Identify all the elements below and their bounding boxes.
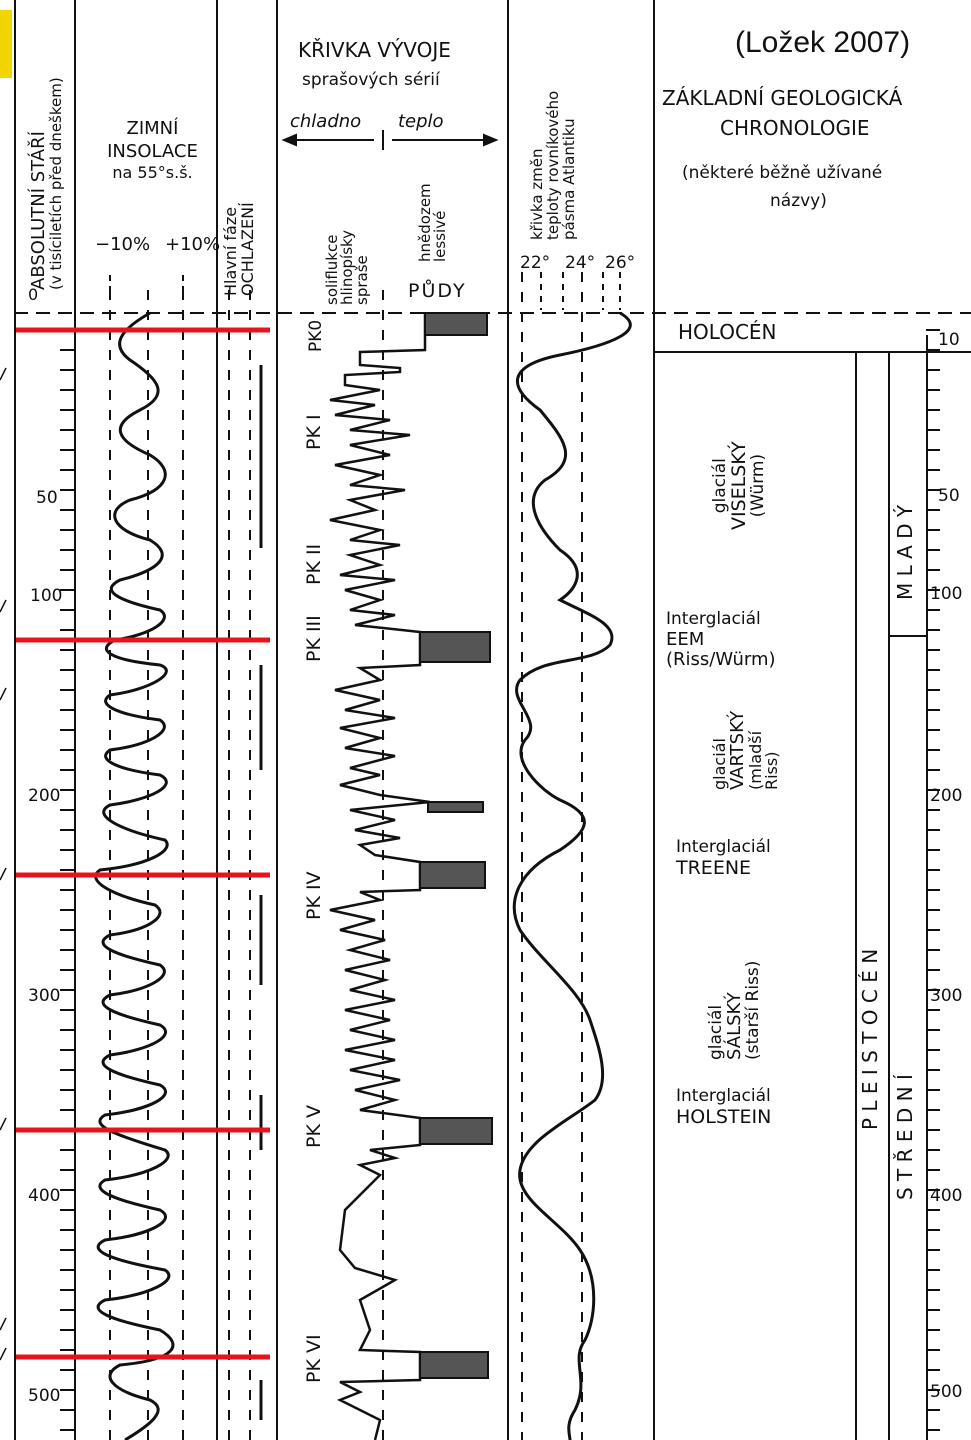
pleistocene-label: P L E I S T O C É N (858, 948, 882, 1130)
age-header: ABSOLUTNÍ STÁŘÍ (v tisíciletích před dne… (28, 77, 65, 290)
col-sep-5 (653, 0, 655, 1440)
visel-2: VISELSKÝ (727, 441, 750, 530)
temp-scale-24: 24° (565, 253, 596, 273)
yellow-tab (0, 10, 12, 78)
col-sep-sub (888, 352, 890, 1440)
pk-label-0: PK0 (306, 319, 326, 352)
col-sep-6 (926, 335, 928, 1440)
age-tick-100: 100 (30, 586, 63, 606)
right-tick-200: 200 (930, 786, 963, 806)
eem-2: EEM (666, 628, 705, 650)
insolation-curve (94, 311, 175, 1440)
age-zero: 0 (28, 285, 39, 304)
loess-curve (329, 313, 431, 1440)
vart-4: Riss) (762, 751, 782, 790)
col-sep-2 (216, 0, 218, 1440)
red-markers (16, 327, 270, 1360)
pk-label-4: PK IV (303, 871, 325, 920)
source-label: (Ložek 2007) (735, 26, 911, 59)
temperature-curve (512, 311, 632, 1440)
holstein-2: HOLSTEIN (676, 1105, 772, 1128)
holstein-label: Interglaciál HOLSTEIN (676, 1086, 772, 1128)
eem-label: Interglaciál EEM (Riss/Würm) (666, 609, 776, 671)
geo-title-1: ZÁKLADNÍ GEOLOGICKÁ (662, 86, 903, 110)
loess-sub-left-3: spraše (353, 255, 371, 305)
visel-3: (Würm) (747, 453, 768, 518)
loess-title-1: KŘIVKA VÝVOJE (298, 38, 451, 62)
insolation-title: ZIMNÍ INSOLACE na 55°s.š. (90, 118, 215, 183)
pk-label-6: PK VI (303, 1334, 325, 1383)
left-edge (14, 0, 16, 1440)
insolation-title-3: na 55°s.š. (112, 163, 193, 182)
sal-2: SÁLSKÝ (723, 992, 745, 1060)
holocene-label: HOLOCÉN (678, 320, 777, 344)
insolation-title-1: ZIMNÍ (126, 118, 179, 139)
insolation-scale-minus: −10% (95, 234, 151, 255)
cooling-header: Hlavní fáze OCHLAZENÍ (221, 202, 257, 296)
temp-scale-26: 26° (605, 253, 636, 273)
age-tick-300: 300 (28, 986, 61, 1006)
pk-label-5: PK V (303, 1105, 325, 1148)
loess-cold: chladno (290, 111, 362, 132)
treene-2: TREENE (676, 856, 752, 879)
visel-label: glaciál VISELSKÝ (Würm) (710, 441, 768, 530)
geo-note-1: (některé běžně užívané (682, 163, 883, 183)
eem-3: (Riss/Würm) (666, 649, 776, 671)
col-sep-pleist (855, 352, 857, 1440)
sal-label: glaciál SÁLSKÝ (starší Riss) (706, 960, 763, 1060)
col-sep-3 (276, 0, 278, 1440)
soils-label: PŮDY (408, 280, 467, 302)
right-tick-400: 400 (930, 1186, 963, 1206)
col-sep-1 (74, 0, 76, 1440)
middle-label: S T Ř E D N Í (893, 1074, 917, 1200)
young-label: M L A D Ý (893, 504, 917, 600)
age-tick-400: 400 (28, 1186, 61, 1206)
cooling-title-2: OCHLAZENÍ (237, 202, 257, 296)
age-tick-50: 50 (36, 488, 58, 508)
col-sep-4 (507, 0, 509, 1440)
loess-warm: teplo (398, 111, 444, 132)
age-tick-500: 500 (28, 1386, 61, 1406)
right-tick-10: 10 (938, 330, 960, 350)
pk-label-3: PK III (303, 615, 325, 662)
loess-title-2: sprašových sérií (302, 70, 440, 90)
pk-label-1: PK I (303, 414, 325, 450)
insolation-title-2: INSOLACE (107, 140, 198, 162)
insolation-scale-plus: +10% (165, 234, 221, 255)
right-tick-500: 500 (930, 1382, 963, 1402)
temp-title-3: pásma Atlantiku (559, 118, 578, 240)
eem-1: Interglaciál (666, 609, 761, 629)
holstein-1: Interglaciál (676, 1086, 771, 1106)
vart-2: VARTSKÝ (726, 710, 748, 790)
age-tick-200: 200 (28, 786, 61, 806)
right-tick-50: 50 (938, 486, 960, 506)
right-tick-100: 100 (930, 584, 963, 604)
loess-sub-right-2: lessivé (431, 210, 449, 262)
temp-header: křivka změn teploty rovníkového pásma At… (528, 91, 578, 240)
vart-label: glaciál VARTSKÝ (mladší Riss) (710, 710, 782, 790)
loess-sub-left: soliflukce hlinopísky spraše (323, 230, 371, 305)
soil-blocks (419, 312, 493, 1379)
geo-note-2: názvy) (770, 191, 827, 211)
right-tick-300: 300 (930, 986, 963, 1006)
age-subtitle: (v tisíciletích před dneškem) (46, 77, 65, 290)
treene-1: Interglaciál (676, 837, 771, 857)
loess-sub-right: hnědozem lessivé (416, 183, 449, 262)
pk-label-2: PK II (303, 543, 325, 585)
geo-title-2: CHRONOLOGIE (720, 116, 870, 140)
temp-scale-22: 22° (520, 253, 551, 273)
sal-3: (starší Riss) (742, 960, 763, 1060)
treene-label: Interglaciál TREENE (676, 837, 771, 879)
